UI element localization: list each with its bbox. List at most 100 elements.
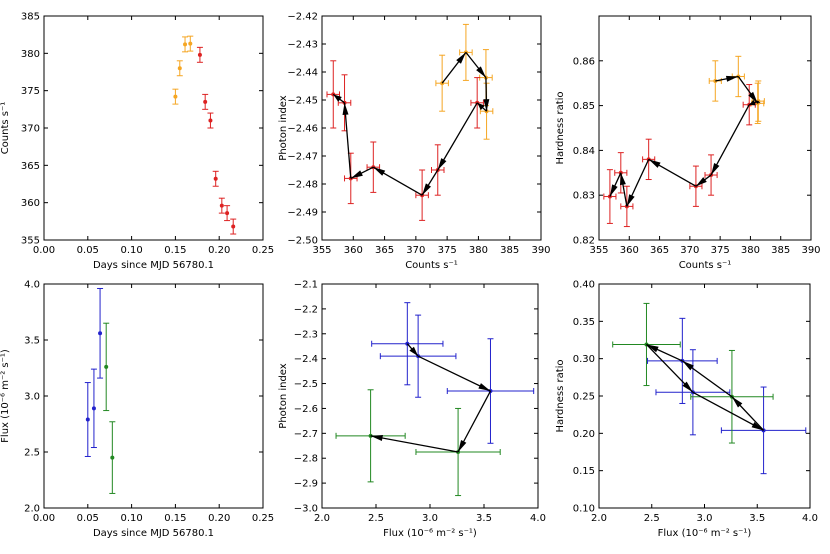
y-tick-label: 2.5: [24, 448, 40, 459]
x-tick-label: 390: [531, 245, 550, 256]
data-point-blue: [91, 406, 96, 411]
x-tick-label: 0.05: [77, 513, 99, 524]
y-tick-label: 0.83: [573, 191, 595, 202]
y-tick-label: 0.10: [573, 504, 595, 515]
y-tick-label: 2.0: [24, 504, 40, 515]
x-tick-label: 2.0: [591, 513, 607, 524]
trajectory-arrowhead: [731, 396, 743, 408]
y-tick-label: 360: [21, 198, 40, 209]
panel-p3: 355 360 365 370 375 380 385 390 0.82 0.83 0.84 0.85…: [555, 15, 821, 271]
trajectory-arrowhead: [725, 75, 739, 82]
trajectory-arrowhead: [476, 66, 486, 78]
x-tick-label: 3.5: [476, 513, 492, 524]
trajectory-arrowhead: [342, 102, 349, 116]
y-tick-label: 385: [21, 12, 40, 23]
x-tick-label: 365: [375, 245, 394, 256]
data-layer-p4: [84, 287, 116, 494]
y-tick-label: 4.0: [24, 280, 40, 291]
x-tick-label: 390: [801, 245, 820, 256]
trajectory-arrowhead: [437, 158, 447, 170]
trajectory-arrowhead: [350, 170, 363, 179]
data-point-red: [225, 211, 230, 216]
x-tick-label: 0.15: [164, 513, 186, 524]
x-tick-label: 360: [620, 245, 639, 256]
y-tick-label: 355: [21, 236, 40, 247]
panel-p2: 355 360 365 370 375 380 385 390 −2.50 −2.49 −2.48 −…: [278, 12, 551, 272]
data-layer-p5: [335, 302, 535, 497]
y-tick-label: −2.4: [294, 354, 318, 365]
trajectory-arrowhead: [458, 439, 467, 452]
x-axis-label: Flux (10⁻⁶ m⁻² s⁻¹): [383, 528, 477, 539]
y-axis-label: Flux (10⁻⁶ m⁻² s⁻¹): [0, 349, 11, 443]
trajectory-arrowhead: [478, 383, 491, 392]
y-tick-label: 3.5: [24, 336, 40, 347]
x-tick-label: 370: [680, 245, 699, 256]
x-tick-label: 4.0: [802, 513, 818, 524]
x-tick-label: 375: [438, 245, 457, 256]
trajectory-arrowhead: [373, 167, 386, 176]
data-point-red: [219, 203, 224, 208]
y-tick-label: −2.3: [294, 329, 318, 340]
y-tick-label: −2.5: [294, 379, 318, 390]
y-tick-label: 0.35: [573, 317, 595, 328]
trajectory-arrowhead: [711, 163, 720, 176]
x-tick-label: 0.20: [208, 513, 230, 524]
data-point-red: [231, 224, 236, 229]
y-tick-label: −2.44: [287, 68, 318, 79]
y-tick-label: 0.82: [573, 236, 595, 247]
x-tick-label: 385: [500, 245, 519, 256]
y-tick-label: 0.86: [573, 56, 595, 67]
data-point-orange: [177, 66, 182, 71]
y-tick-label: −2.43: [287, 40, 318, 51]
x-tick-label: 385: [771, 245, 790, 256]
x-axis-label: Counts s⁻¹: [405, 260, 458, 271]
data-point-green: [104, 364, 109, 369]
x-axis-label: Flux (10⁻⁶ m⁻² s⁻¹): [658, 528, 752, 539]
trajectory-line: [417, 355, 491, 392]
y-tick-label: 3.0: [24, 392, 40, 403]
y-tick-label: −2.47: [287, 152, 318, 163]
trajectory-line: [343, 102, 352, 179]
panel-p5: 2.0 2.5 3.0 3.5 4.0 −3.0 −2.9 −2.8 −2.7 −2.6 −2.5 −…: [278, 280, 546, 540]
trajectory-arrowhead: [370, 435, 383, 441]
trajectory-arrowhead: [333, 94, 342, 102]
y-tick-label: −2.49: [287, 208, 318, 219]
trajectory-arrowhead: [626, 194, 635, 207]
trajectory-arrowhead: [477, 102, 485, 111]
panel-p1: 0.00 0.05 0.10 0.15 0.20 0.25 355 360 365 370 375 3…: [0, 12, 274, 272]
data-point-green: [110, 455, 115, 460]
x-tick-label: 360: [344, 245, 363, 256]
x-tick-label: 0.25: [252, 245, 274, 256]
y-tick-label: 370: [21, 124, 40, 135]
trajectory-arrowhead: [682, 381, 693, 393]
trajectory-arrowhead: [749, 99, 756, 106]
trajectory-arrowhead: [409, 346, 419, 357]
x-tick-label: 2.5: [644, 513, 660, 524]
x-tick-label: 365: [650, 245, 669, 256]
x-axis-label: Days since MJD 56780.1: [93, 260, 214, 271]
axes-frame: [321, 15, 542, 241]
y-axis-label: Hardness ratio: [555, 359, 566, 432]
trajectory-arrowhead: [483, 99, 490, 112]
x-tick-label: 3.0: [422, 513, 438, 524]
y-tick-label: −3.0: [294, 504, 318, 515]
data-layer-p1: [172, 35, 237, 235]
x-tick-label: 355: [312, 245, 331, 256]
x-tick-label: 375: [711, 245, 730, 256]
x-tick-label: 370: [406, 245, 425, 256]
trajectory-arrowhead: [646, 344, 659, 353]
y-tick-label: −2.1: [294, 280, 318, 291]
data-point-blue: [98, 331, 103, 336]
data-point-red: [203, 99, 208, 104]
y-tick-label: −2.2: [294, 304, 318, 315]
x-tick-label: 2.0: [314, 513, 330, 524]
data-point-red: [208, 118, 213, 123]
trajectory-arrowhead: [748, 91, 758, 104]
y-tick-label: −2.48: [287, 180, 318, 191]
data-layer-p3: [603, 55, 765, 228]
x-tick-label: 0.25: [252, 513, 274, 524]
x-axis-label: Days since MJD 56780.1: [93, 528, 214, 539]
y-tick-label: −2.50: [287, 236, 318, 247]
x-axis-label: Counts s⁻¹: [679, 260, 732, 271]
